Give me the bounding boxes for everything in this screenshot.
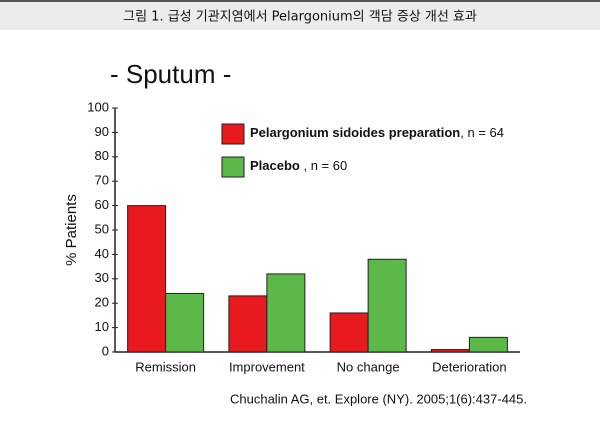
bar bbox=[468, 336, 508, 353]
bar bbox=[127, 205, 167, 353]
legend-name: Pelargonium sidoides preparation bbox=[250, 125, 460, 140]
y-tick-label: 40 bbox=[95, 246, 109, 261]
y-axis-label: % Patients bbox=[63, 194, 80, 266]
legend-note: , n = 64 bbox=[460, 125, 504, 140]
y-tick-label: 100 bbox=[87, 99, 109, 114]
bar bbox=[329, 312, 369, 353]
y-tick-label: 0 bbox=[102, 343, 109, 358]
y-tick-label: 10 bbox=[95, 319, 109, 334]
y-tick-label: 90 bbox=[95, 124, 109, 139]
y-tick-label: 30 bbox=[95, 270, 109, 285]
x-tick-label: Deterioration bbox=[432, 359, 506, 374]
legend-swatch bbox=[221, 156, 245, 178]
x-tick-label: Remission bbox=[135, 359, 196, 374]
header-title: 그림 1. 급성 기관지염에서 Pelargonium의 객담 증상 개선 효과 bbox=[123, 10, 477, 25]
y-tick-label: 50 bbox=[95, 221, 109, 236]
legend-entry: Pelargonium sidoides preparation, n = 64 bbox=[250, 125, 504, 140]
y-tick-label: 80 bbox=[95, 148, 109, 163]
legend-entry: Placebo , n = 60 bbox=[250, 158, 347, 173]
y-tick-label: 20 bbox=[95, 295, 109, 310]
bar bbox=[367, 258, 407, 353]
legend-swatch bbox=[221, 123, 245, 145]
bar bbox=[228, 295, 268, 353]
x-tick-label: Improvement bbox=[229, 359, 305, 374]
bar bbox=[266, 273, 306, 353]
legend-name: Placebo bbox=[250, 158, 300, 173]
legend-note: , n = 60 bbox=[300, 158, 347, 173]
y-tick-label: 60 bbox=[95, 197, 109, 212]
bar bbox=[165, 292, 205, 353]
header-bar bbox=[0, 0, 600, 30]
citation: Chuchalin AG, et. Explore (NY). 2005;1(6… bbox=[230, 391, 527, 406]
bar bbox=[430, 349, 470, 353]
x-tick-label: No change bbox=[337, 359, 400, 374]
y-tick-label: 70 bbox=[95, 173, 109, 188]
chart-title: - Sputum - bbox=[110, 59, 231, 89]
